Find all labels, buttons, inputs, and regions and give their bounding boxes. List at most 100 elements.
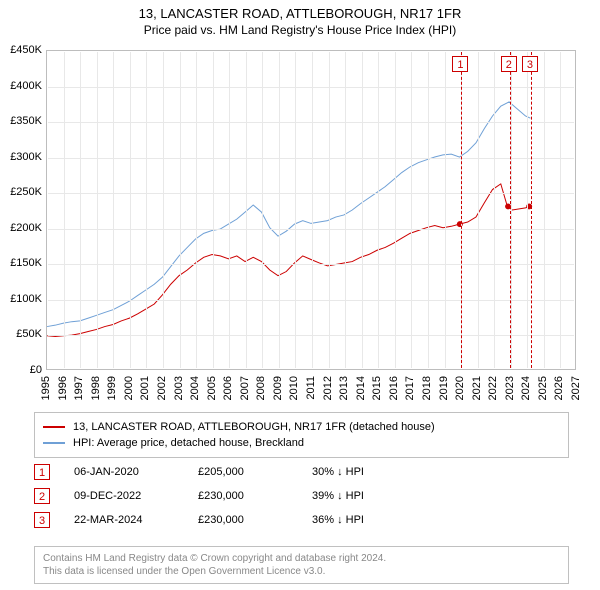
event-marker-box: 3: [34, 512, 50, 528]
gridline-vertical: [97, 52, 98, 368]
gridline-vertical: [279, 52, 280, 368]
gridline-vertical: [345, 52, 346, 368]
transaction-vline: [461, 52, 462, 368]
event-price: £230,000: [198, 514, 288, 526]
gridline-vertical: [411, 52, 412, 368]
x-tick-label: 2027: [570, 376, 582, 400]
event-delta: 36% ↓ HPI: [312, 514, 432, 526]
x-tick-label: 2004: [189, 376, 201, 400]
y-tick-label: £0: [0, 364, 42, 376]
x-tick-label: 2000: [123, 376, 135, 400]
gridline-vertical: [378, 52, 379, 368]
series-line-property: [47, 184, 529, 337]
gridline-vertical: [395, 52, 396, 368]
legend-row: 13, LANCASTER ROAD, ATTLEBOROUGH, NR17 1…: [43, 419, 560, 435]
gridline-vertical: [130, 52, 131, 368]
gridline-vertical: [246, 52, 247, 368]
y-tick-label: £300K: [0, 151, 42, 163]
x-tick-label: 1995: [40, 376, 52, 400]
y-tick-label: £100K: [0, 293, 42, 305]
gridline-vertical: [113, 52, 114, 368]
gridline-vertical: [478, 52, 479, 368]
x-tick-label: 2008: [255, 376, 267, 400]
x-tick-label: 2015: [371, 376, 383, 400]
chart-legend: 13, LANCASTER ROAD, ATTLEBOROUGH, NR17 1…: [34, 412, 569, 458]
x-tick-label: 2010: [288, 376, 300, 400]
legend-swatch-hpi: [43, 442, 65, 444]
gridline-vertical: [180, 52, 181, 368]
x-tick-label: 2001: [139, 376, 151, 400]
gridline-vertical: [262, 52, 263, 368]
chart-title: 13, LANCASTER ROAD, ATTLEBOROUGH, NR17 1…: [0, 0, 600, 21]
gridline-vertical: [80, 52, 81, 368]
x-tick-label: 2002: [156, 376, 168, 400]
gridline-vertical: [560, 52, 561, 368]
chart-subtitle: Price paid vs. HM Land Registry's House …: [0, 21, 600, 41]
event-marker-box: 2: [34, 488, 50, 504]
transaction-events: 1 06-JAN-2020 £205,000 30% ↓ HPI 2 09-DE…: [34, 460, 569, 532]
y-tick-label: £250K: [0, 186, 42, 198]
legend-label: 13, LANCASTER ROAD, ATTLEBOROUGH, NR17 1…: [73, 419, 435, 435]
gridline-vertical: [163, 52, 164, 368]
x-tick-label: 2007: [239, 376, 251, 400]
x-tick-label: 2009: [272, 376, 284, 400]
event-date: 06-JAN-2020: [74, 466, 174, 478]
x-tick-label: 2003: [173, 376, 185, 400]
gridline-vertical: [196, 52, 197, 368]
x-tick-label: 2021: [471, 376, 483, 400]
event-price: £205,000: [198, 466, 288, 478]
x-tick-label: 1996: [57, 376, 69, 400]
gridline-vertical: [527, 52, 528, 368]
gridline-vertical: [428, 52, 429, 368]
legend-swatch-property: [43, 426, 65, 428]
x-tick-label: 2017: [404, 376, 416, 400]
x-tick-label: 2013: [338, 376, 350, 400]
transaction-marker-box: 1: [452, 56, 468, 72]
y-tick-label: £150K: [0, 257, 42, 269]
x-tick-label: 2006: [222, 376, 234, 400]
event-date: 22-MAR-2024: [74, 514, 174, 526]
x-tick-label: 2024: [520, 376, 532, 400]
transaction-marker-box: 3: [522, 56, 538, 72]
licence-footer: Contains HM Land Registry data © Crown c…: [34, 546, 569, 584]
x-tick-label: 1999: [106, 376, 118, 400]
legend-label: HPI: Average price, detached house, Brec…: [73, 435, 304, 451]
y-tick-label: £50K: [0, 328, 42, 340]
event-row: 1 06-JAN-2020 £205,000 30% ↓ HPI: [34, 460, 569, 484]
footer-line: This data is licensed under the Open Gov…: [43, 565, 560, 578]
x-tick-label: 2019: [438, 376, 450, 400]
gridline-vertical: [146, 52, 147, 368]
transaction-vline: [510, 52, 511, 368]
chart-lines-svg: [47, 51, 575, 369]
y-tick-label: £400K: [0, 80, 42, 92]
x-tick-label: 2014: [355, 376, 367, 400]
series-line-hpi: [47, 102, 530, 327]
x-tick-label: 2023: [504, 376, 516, 400]
legend-row: HPI: Average price, detached house, Brec…: [43, 435, 560, 451]
transaction-marker-box: 2: [501, 56, 517, 72]
x-tick-label: 2025: [537, 376, 549, 400]
chart-plot-area: [46, 50, 576, 370]
gridline-vertical: [229, 52, 230, 368]
gridline-vertical: [494, 52, 495, 368]
gridline-vertical: [213, 52, 214, 368]
y-tick-label: £450K: [0, 44, 42, 56]
gridline-vertical: [511, 52, 512, 368]
event-delta: 30% ↓ HPI: [312, 466, 432, 478]
x-tick-label: 2018: [421, 376, 433, 400]
event-marker-box: 1: [34, 464, 50, 480]
event-row: 2 09-DEC-2022 £230,000 39% ↓ HPI: [34, 484, 569, 508]
y-tick-label: £200K: [0, 222, 42, 234]
x-tick-label: 2005: [206, 376, 218, 400]
x-tick-label: 2020: [454, 376, 466, 400]
x-tick-label: 1997: [73, 376, 85, 400]
gridline-vertical: [362, 52, 363, 368]
gridline-vertical: [295, 52, 296, 368]
event-row: 3 22-MAR-2024 £230,000 36% ↓ HPI: [34, 508, 569, 532]
x-tick-label: 2022: [487, 376, 499, 400]
gridline-vertical: [329, 52, 330, 368]
x-tick-label: 2016: [388, 376, 400, 400]
gridline-vertical: [544, 52, 545, 368]
event-delta: 39% ↓ HPI: [312, 490, 432, 502]
gridline-vertical: [445, 52, 446, 368]
